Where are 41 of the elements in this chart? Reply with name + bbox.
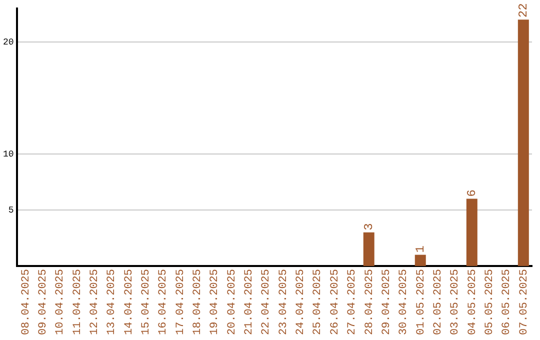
x-tick-label: 11.04.2025 [72,268,84,336]
data-label: 22 [516,3,531,18]
x-tick-label: 02.05.2025 [432,268,444,336]
x-tick-label: 22.04.2025 [260,268,273,336]
x-tick-label: 03.05.2025 [450,268,462,336]
x-tick-label: 01.05.2025 [415,268,428,336]
bar [363,232,374,266]
y-tick-label: 10 [2,149,14,160]
x-tick-label: 06.05.2025 [501,268,514,336]
x-tick-label: 20.04.2025 [226,268,238,336]
x-tick-label: 05.05.2025 [484,268,496,336]
x-tick-label: 08.04.2025 [20,268,32,336]
x-tick-label: 27.04.2025 [346,268,359,336]
x-tick-label: 23.04.2025 [278,268,290,336]
x-tick-label: 15.04.2025 [140,268,153,336]
y-tick-label: 5 [8,205,14,216]
x-tick-label: 26.04.2025 [329,268,342,336]
x-tick-label: 13.04.2025 [106,268,118,336]
x-tick-label: 17.04.2025 [174,268,187,336]
x-tick-label: 21.04.2025 [244,268,256,336]
x-tick-label: 30.04.2025 [398,268,410,336]
x-tick-label: 19.04.2025 [209,268,222,336]
bar [518,20,529,266]
x-tick-label: 14.04.2025 [123,268,136,336]
x-tick-label: 04.05.2025 [466,268,479,336]
data-label: 1 [414,246,428,253]
x-tick-label: 28.04.2025 [364,268,376,336]
x-tick-label: 18.04.2025 [192,268,204,336]
x-tick-label: 10.04.2025 [54,268,67,336]
x-tick-label: 24.04.2025 [295,268,308,336]
y-tick-label: 20 [2,37,14,48]
x-tick-label: 25.04.2025 [312,268,324,336]
x-tick-label: 12.04.2025 [88,268,101,336]
data-label: 3 [362,223,376,230]
x-tick-label: 16.04.2025 [158,268,170,336]
bar [466,198,478,266]
bar [414,254,426,266]
x-tick-label: 09.04.2025 [37,268,50,336]
x-tick-label: 07.05.2025 [518,268,530,336]
x-tick-label: 29.04.2025 [380,268,393,336]
data-label: 6 [465,190,480,197]
